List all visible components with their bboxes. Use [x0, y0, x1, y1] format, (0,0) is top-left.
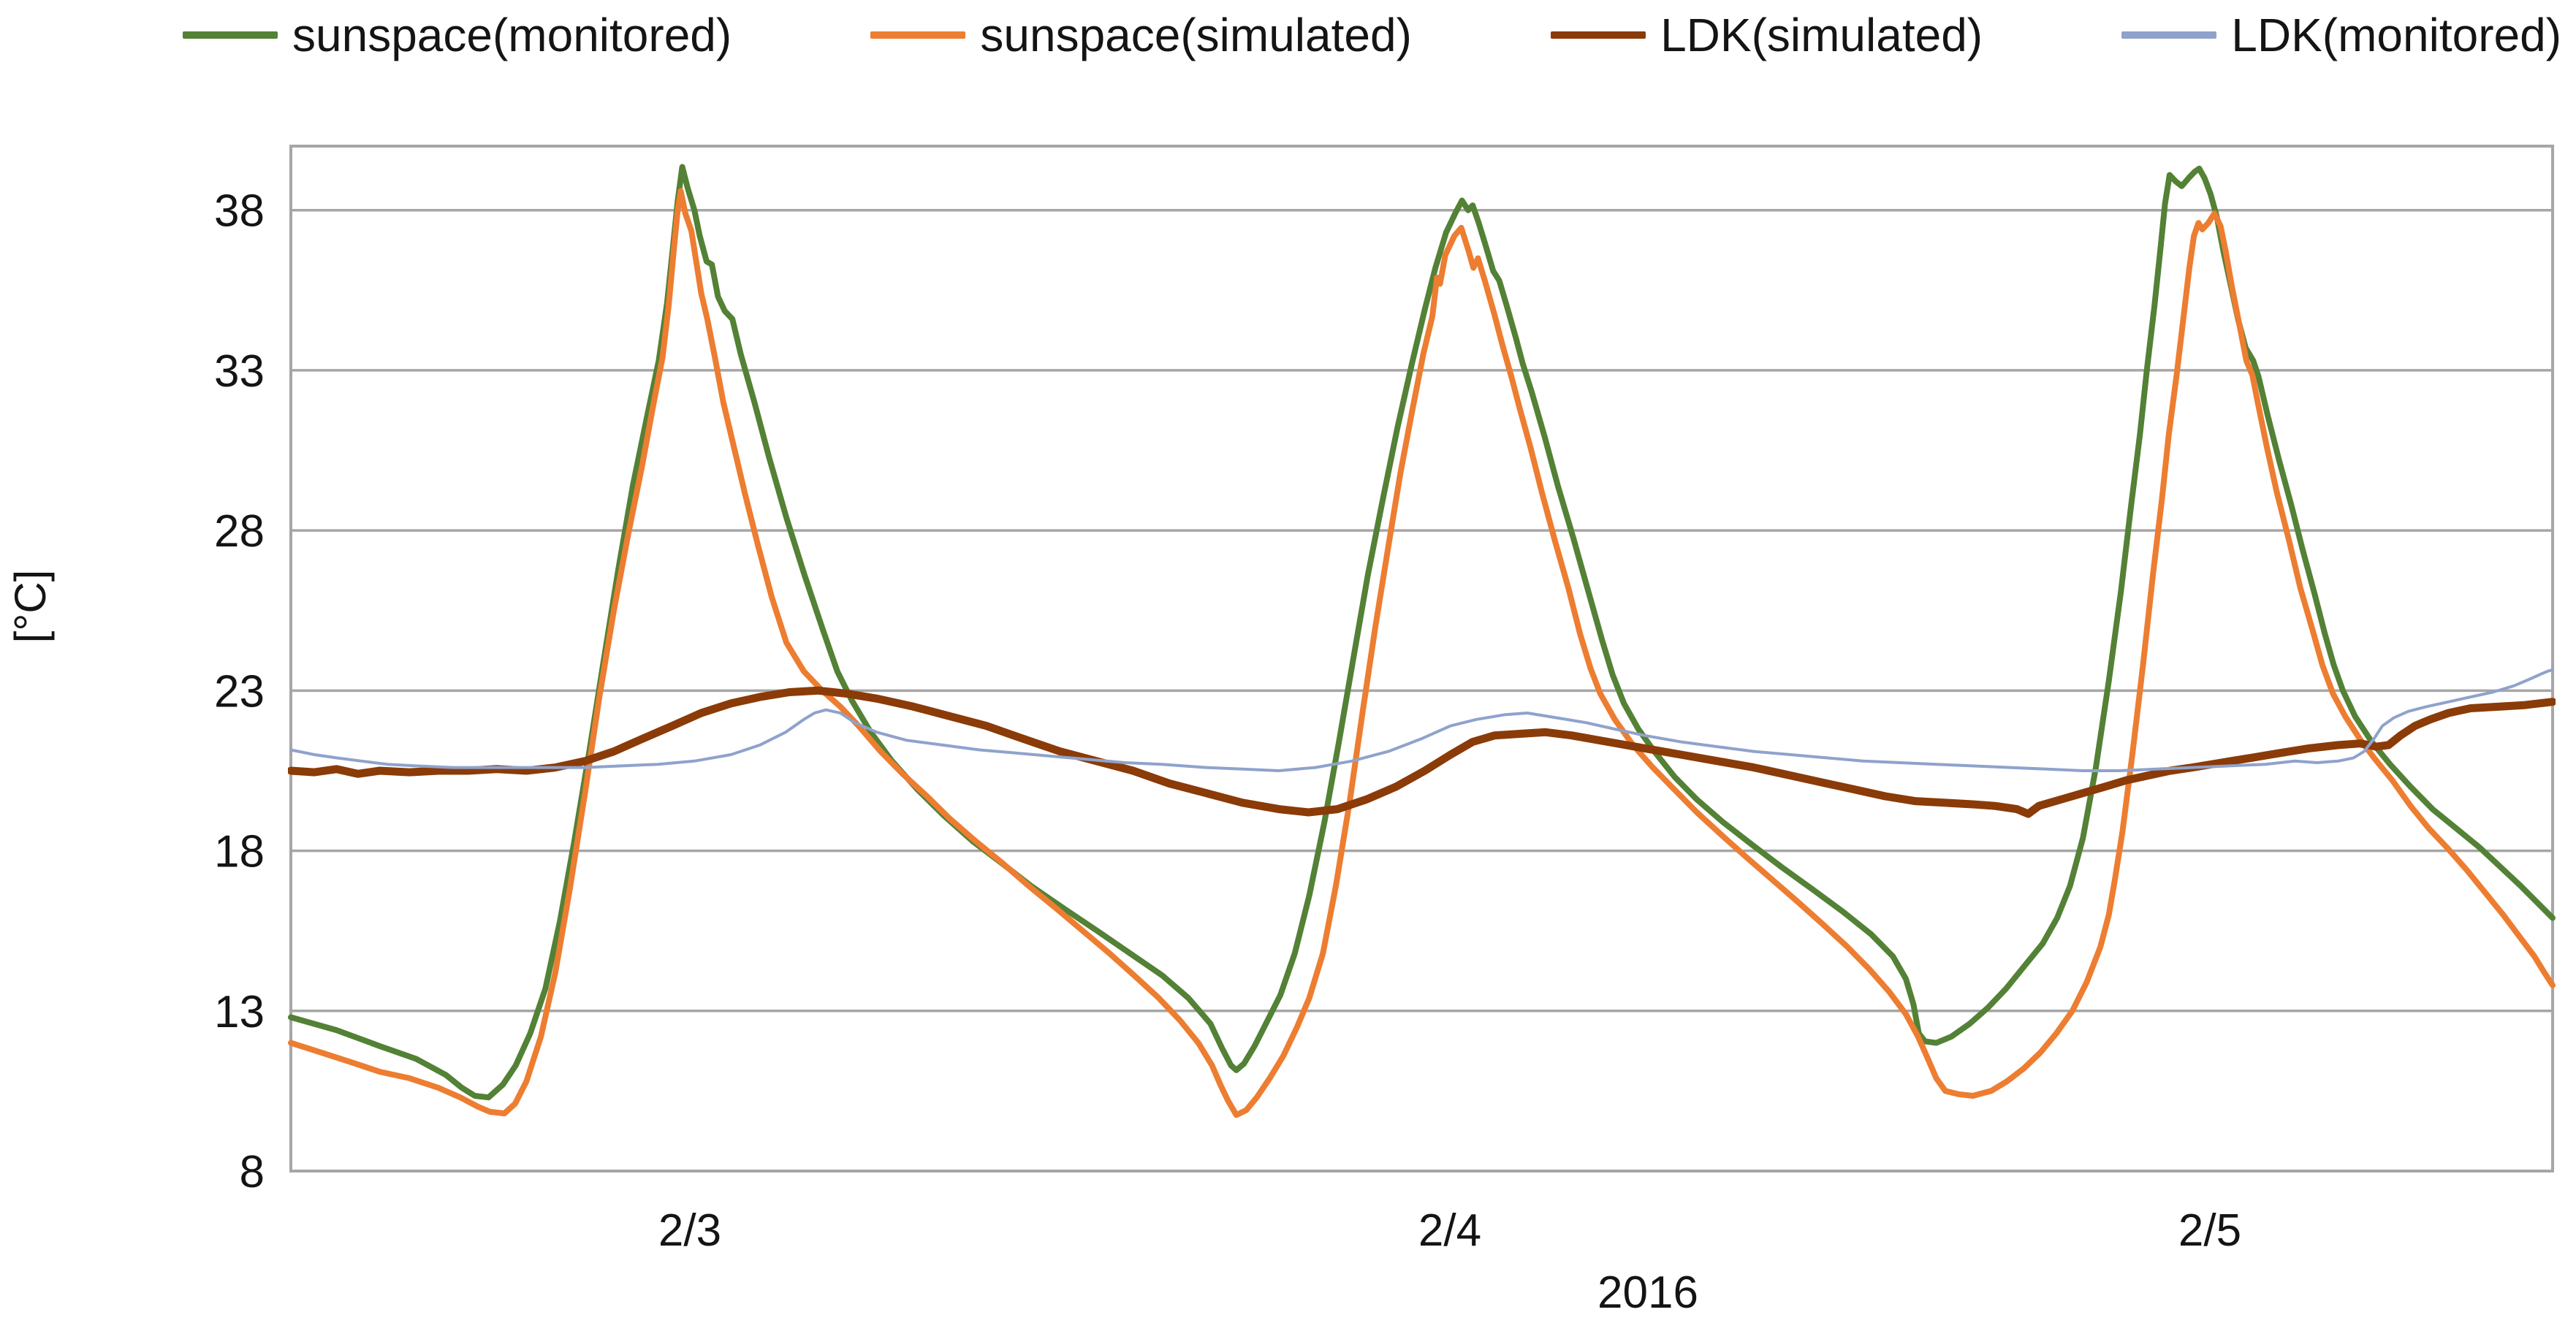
y-tick-label-33: 33 [214, 346, 265, 397]
legend-item-sunspace_monitored: sunspace(monitored) [183, 8, 732, 62]
legend: sunspace(monitored) sunspace(simulated) LD… [183, 6, 2561, 64]
y-axis-unit-label: [°C] [6, 570, 55, 644]
series-lines [288, 164, 2556, 1118]
gridlines [289, 145, 2554, 1173]
legend-label-sunspace_simulated: sunspace(simulated) [980, 9, 1412, 61]
y-tick-label-8: 8 [240, 1147, 265, 1197]
legend-item-ldk_simulated: LDK(simulated) [1551, 8, 1983, 62]
legend-label-ldk_monitored: LDK(monitored) [2231, 9, 2561, 61]
x-tick-label-0: 2/3 [658, 1205, 721, 1256]
x-tick-label-2: 2/5 [2178, 1205, 2241, 1256]
y-tick-label-38: 38 [214, 186, 265, 237]
y-tick-label-23: 23 [214, 666, 265, 717]
series-line-ldk_monitored [289, 668, 2554, 772]
legend-item-sunspace_simulated: sunspace(simulated) [870, 8, 1412, 62]
x-tick-label-1: 2/4 [1418, 1205, 1481, 1256]
legend-item-ldk_monitored: LDK(monitored) [2121, 8, 2561, 62]
legend-swatch-sunspace_monitored [183, 31, 278, 39]
legend-swatch-ldk_simulated [1551, 31, 1646, 39]
series-line-ldk_simulated [288, 686, 2556, 818]
plot-border [289, 145, 2554, 1173]
y-tick-label-18: 18 [214, 827, 265, 877]
legend-label-ldk_simulated: LDK(simulated) [1660, 9, 1983, 61]
series-line-sunspace_monitored [288, 164, 2556, 1101]
axis-tick-labels: 8 13 18 23 28 33 38 2/3 2/4 2/5 [214, 186, 2241, 1256]
x-axis-year-label: 2016 [1597, 1267, 1698, 1318]
y-tick-label-13: 13 [214, 987, 265, 1037]
legend-swatch-sunspace_simulated [870, 31, 966, 39]
series-line-sunspace_simulated [288, 188, 2556, 1118]
y-tick-label-28: 28 [214, 506, 265, 557]
legend-label-sunspace_monitored: sunspace(monitored) [292, 9, 732, 61]
legend-swatch-ldk_monitored [2121, 31, 2217, 39]
